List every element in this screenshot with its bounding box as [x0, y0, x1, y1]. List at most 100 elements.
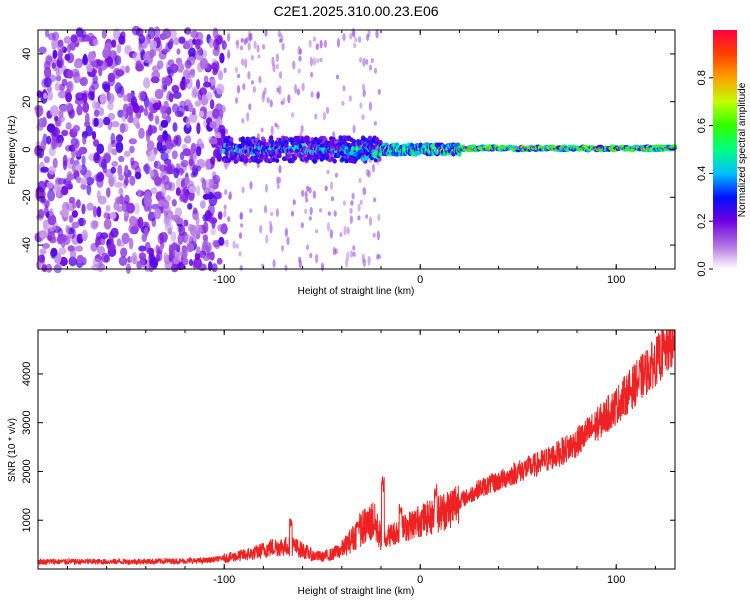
- spectrogram-noise-cell: [209, 99, 215, 110]
- spectrogram-noise-cell: [56, 56, 65, 69]
- spectrogram-noise-cell: [42, 219, 50, 231]
- spectrogram-faint-cell: [306, 185, 310, 192]
- spectrogram-noise-cell: [118, 256, 128, 266]
- spectrogram-noise-cell: [111, 39, 117, 48]
- spectrogram-noise-cell: [48, 166, 56, 175]
- spectrogram-faint-cell: [241, 186, 245, 194]
- x-tick-label: 0: [417, 574, 423, 586]
- spectrogram-noise-cell: [128, 237, 134, 250]
- spectrogram-band-cell: [284, 143, 289, 148]
- spectrogram-noise-cell: [210, 156, 216, 165]
- spectrogram-faint-cell: [250, 80, 255, 85]
- spectrogram-noise-cell: [171, 242, 179, 251]
- spectrogram-noise-cell: [48, 224, 57, 232]
- spectrogram-noise-cell: [107, 243, 116, 252]
- spectrogram-noise-cell: [91, 131, 97, 140]
- spectrogram-faint-cell: [341, 101, 345, 106]
- spectrogram-noise-cell: [160, 152, 169, 162]
- spectrogram-band-cell: [341, 144, 346, 149]
- spectrogram-noise-cell: [70, 34, 78, 43]
- spectrogram-noise-cell: [214, 191, 223, 200]
- spectrogram-noise-cell: [76, 164, 82, 172]
- spectrogram-noise-cell: [163, 163, 173, 175]
- spectrogram-faint-cell: [239, 45, 244, 51]
- spectrogram-faint-cell: [352, 124, 356, 134]
- spectrogram-noise-cell: [80, 183, 87, 190]
- spectrogram-faint-cell: [342, 33, 346, 42]
- spectrogram-noise-cell: [180, 159, 189, 168]
- spectrogram-faint-cell: [308, 216, 312, 221]
- colorbar-label: Normalized spectral amplitude: [737, 82, 748, 217]
- spectrogram-noise-cell: [40, 139, 47, 151]
- spectrogram-noise-cell: [132, 51, 142, 62]
- spectrogram-noise-cell: [98, 173, 105, 181]
- spectrogram-noise-cell: [172, 91, 182, 99]
- spectrogram-noise-cell: [198, 110, 204, 118]
- spectrogram-noise-cell: [172, 122, 178, 132]
- spectrogram-faint-cell: [249, 181, 253, 190]
- spectrogram-noise-cell: [190, 142, 197, 154]
- spectrogram-faint-cell: [373, 197, 377, 203]
- spectrogram-noise-cell: [82, 135, 87, 145]
- spectrogram-faint-cell: [270, 125, 274, 136]
- spectrogram-noise-cell: [68, 215, 74, 223]
- spectrogram-noise-cell: [52, 139, 58, 150]
- spectrogram-faint-cell: [275, 63, 279, 70]
- spectrogram-faint-cell: [349, 32, 353, 40]
- spectrogram-band-cell: [378, 139, 383, 145]
- spectrogram-noise-cell: [107, 92, 115, 104]
- spectrogram-noise-cell: [126, 106, 134, 116]
- spectrogram-faint-cell: [367, 255, 371, 266]
- spectrogram-noise-cell: [123, 94, 129, 102]
- spectrogram-faint-cell: [228, 194, 232, 200]
- y-tick-label: 0: [21, 146, 33, 152]
- spectrogram-noise-cell: [147, 211, 157, 222]
- spectrogram-noise-cell: [196, 185, 201, 196]
- spectrogram-noise-cell: [115, 141, 124, 153]
- spectrogram-noise-cell: [123, 211, 130, 220]
- x-tick-label: 0: [417, 274, 423, 286]
- spectrogram-faint-cell: [244, 58, 248, 69]
- spectrogram-noise-cell: [194, 252, 201, 261]
- spectrogram-faint-cell: [252, 86, 256, 93]
- spectrogram-faint-cell: [342, 200, 347, 207]
- spectrogram-faint-cell: [322, 111, 326, 121]
- spectrogram-noise-cell: [184, 27, 192, 35]
- spectrogram-faint-cell: [375, 28, 379, 39]
- y-tick-label: -20: [21, 189, 33, 205]
- spectrogram-noise-cell: [164, 205, 171, 214]
- spectrogram-noise-cell: [89, 38, 94, 46]
- spectrogram-noise-cell: [96, 143, 105, 155]
- spectrogram-faint-cell: [235, 97, 239, 104]
- spectrogram-noise-cell: [98, 107, 104, 117]
- spectrogram-faint-cell: [359, 102, 363, 109]
- spectrogram-noise-cell: [110, 227, 119, 238]
- spectrogram-noise-cell: [208, 217, 218, 224]
- spectrogram-noise-cell: [86, 202, 94, 211]
- spectrogram-noise-cell: [202, 240, 208, 250]
- spectrogram-noise-cell: [65, 224, 70, 234]
- spectrogram-faint-cell: [359, 199, 363, 205]
- spectrogram-noise-cell: [110, 132, 116, 145]
- spectrogram-faint-cell: [358, 36, 362, 43]
- spectrogram-noise-cell: [174, 110, 184, 118]
- spectrogram-noise-cell: [47, 189, 56, 202]
- spectrogram-faint-cell: [365, 214, 369, 219]
- spectrogram-noise-cell: [96, 59, 104, 67]
- spectrogram-noise-cell: [126, 202, 135, 214]
- spectrogram-faint-cell: [330, 196, 335, 202]
- spectrogram-noise-cell: [157, 233, 164, 245]
- spectrogram-noise-cell: [146, 247, 155, 255]
- spectrogram-noise-cell: [192, 207, 198, 215]
- spectrogram-noise-cell: [93, 109, 100, 117]
- x-tick-label: -100: [213, 574, 235, 586]
- spectrogram-noise-cell: [170, 263, 179, 273]
- spectrogram-faint-cell: [245, 37, 249, 44]
- spectrogram-faint-cell: [308, 187, 312, 194]
- spectrogram-noise-cell: [56, 186, 61, 198]
- spectrogram-faint-cell: [333, 210, 337, 217]
- spectrogram-noise-cell: [45, 263, 53, 273]
- spectrogram-faint-cell: [278, 165, 282, 174]
- snr-y-label: SNR (10 * v/v): [7, 418, 18, 482]
- spectrogram-faint-cell: [312, 190, 316, 199]
